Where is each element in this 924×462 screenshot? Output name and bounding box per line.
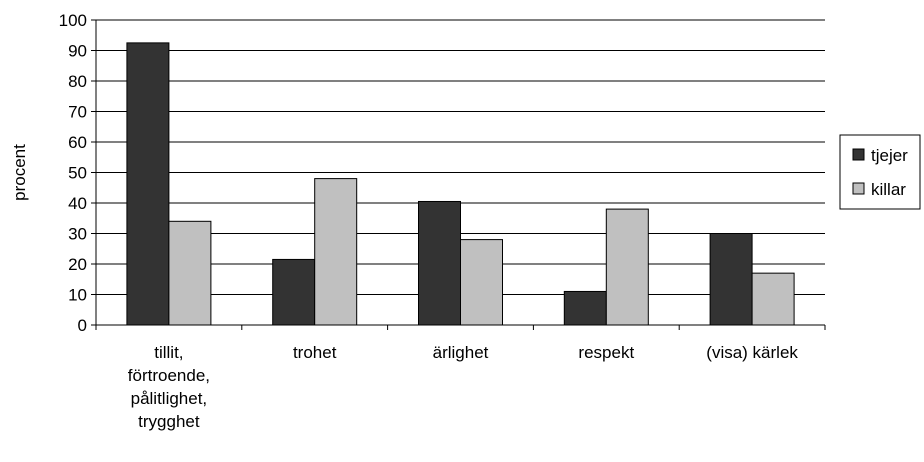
- y-tick-label: 70: [68, 103, 87, 122]
- y-axis-label: procent: [10, 144, 29, 201]
- bar-killar: [314, 178, 358, 326]
- y-tick-label: 60: [68, 133, 87, 152]
- x-tick-label: trygghet: [138, 412, 200, 431]
- y-tick-label: 10: [68, 286, 87, 305]
- x-tick-label: (visa) kärlek: [706, 343, 798, 362]
- bar-tjejer: [709, 233, 753, 326]
- bar-tjejer: [126, 42, 170, 326]
- bar-tjejer: [418, 200, 461, 326]
- legend-swatch-tjejer: [852, 148, 865, 161]
- bar-killar: [168, 220, 212, 326]
- x-tick-label: tillit,: [154, 343, 183, 362]
- y-tick-label: 80: [68, 72, 87, 91]
- bar-tjejer: [272, 258, 316, 326]
- legend-box: [839, 134, 921, 210]
- x-tick-label: förtroende,: [128, 366, 210, 385]
- axes: [91, 19, 826, 330]
- x-tick-label: trohet: [293, 343, 337, 362]
- bar-tjejer: [563, 290, 607, 326]
- gridlines: [96, 19, 825, 295]
- bar-killar: [460, 239, 503, 326]
- legend-label-killar: killar: [871, 180, 906, 199]
- y-tick-label: 30: [68, 225, 87, 244]
- y-tick-labels: 0 10 20 30 40 50 60 70 80 90 100: [59, 11, 87, 335]
- y-tick-label: 50: [68, 164, 87, 183]
- y-tick-label: 0: [78, 316, 87, 335]
- legend: tjejer killar: [839, 134, 921, 210]
- y-tick-label: 20: [68, 255, 87, 274]
- bar-killar: [605, 208, 649, 326]
- bars: [126, 42, 795, 326]
- x-tick-label: respekt: [578, 343, 634, 362]
- y-tick-label: 100: [59, 11, 87, 30]
- x-tick-label: ärlighet: [433, 343, 489, 362]
- legend-swatch-killar: [852, 182, 865, 195]
- bar-killar: [751, 272, 795, 326]
- x-tick-labels: tillit, förtroende, pålitlighet, trygghet tr…: [128, 343, 799, 431]
- legend-label-tjejer: tjejer: [871, 146, 908, 165]
- y-tick-label: 90: [68, 42, 87, 61]
- x-tick-label: pålitlighet,: [131, 389, 208, 408]
- y-tick-label: 40: [68, 194, 87, 213]
